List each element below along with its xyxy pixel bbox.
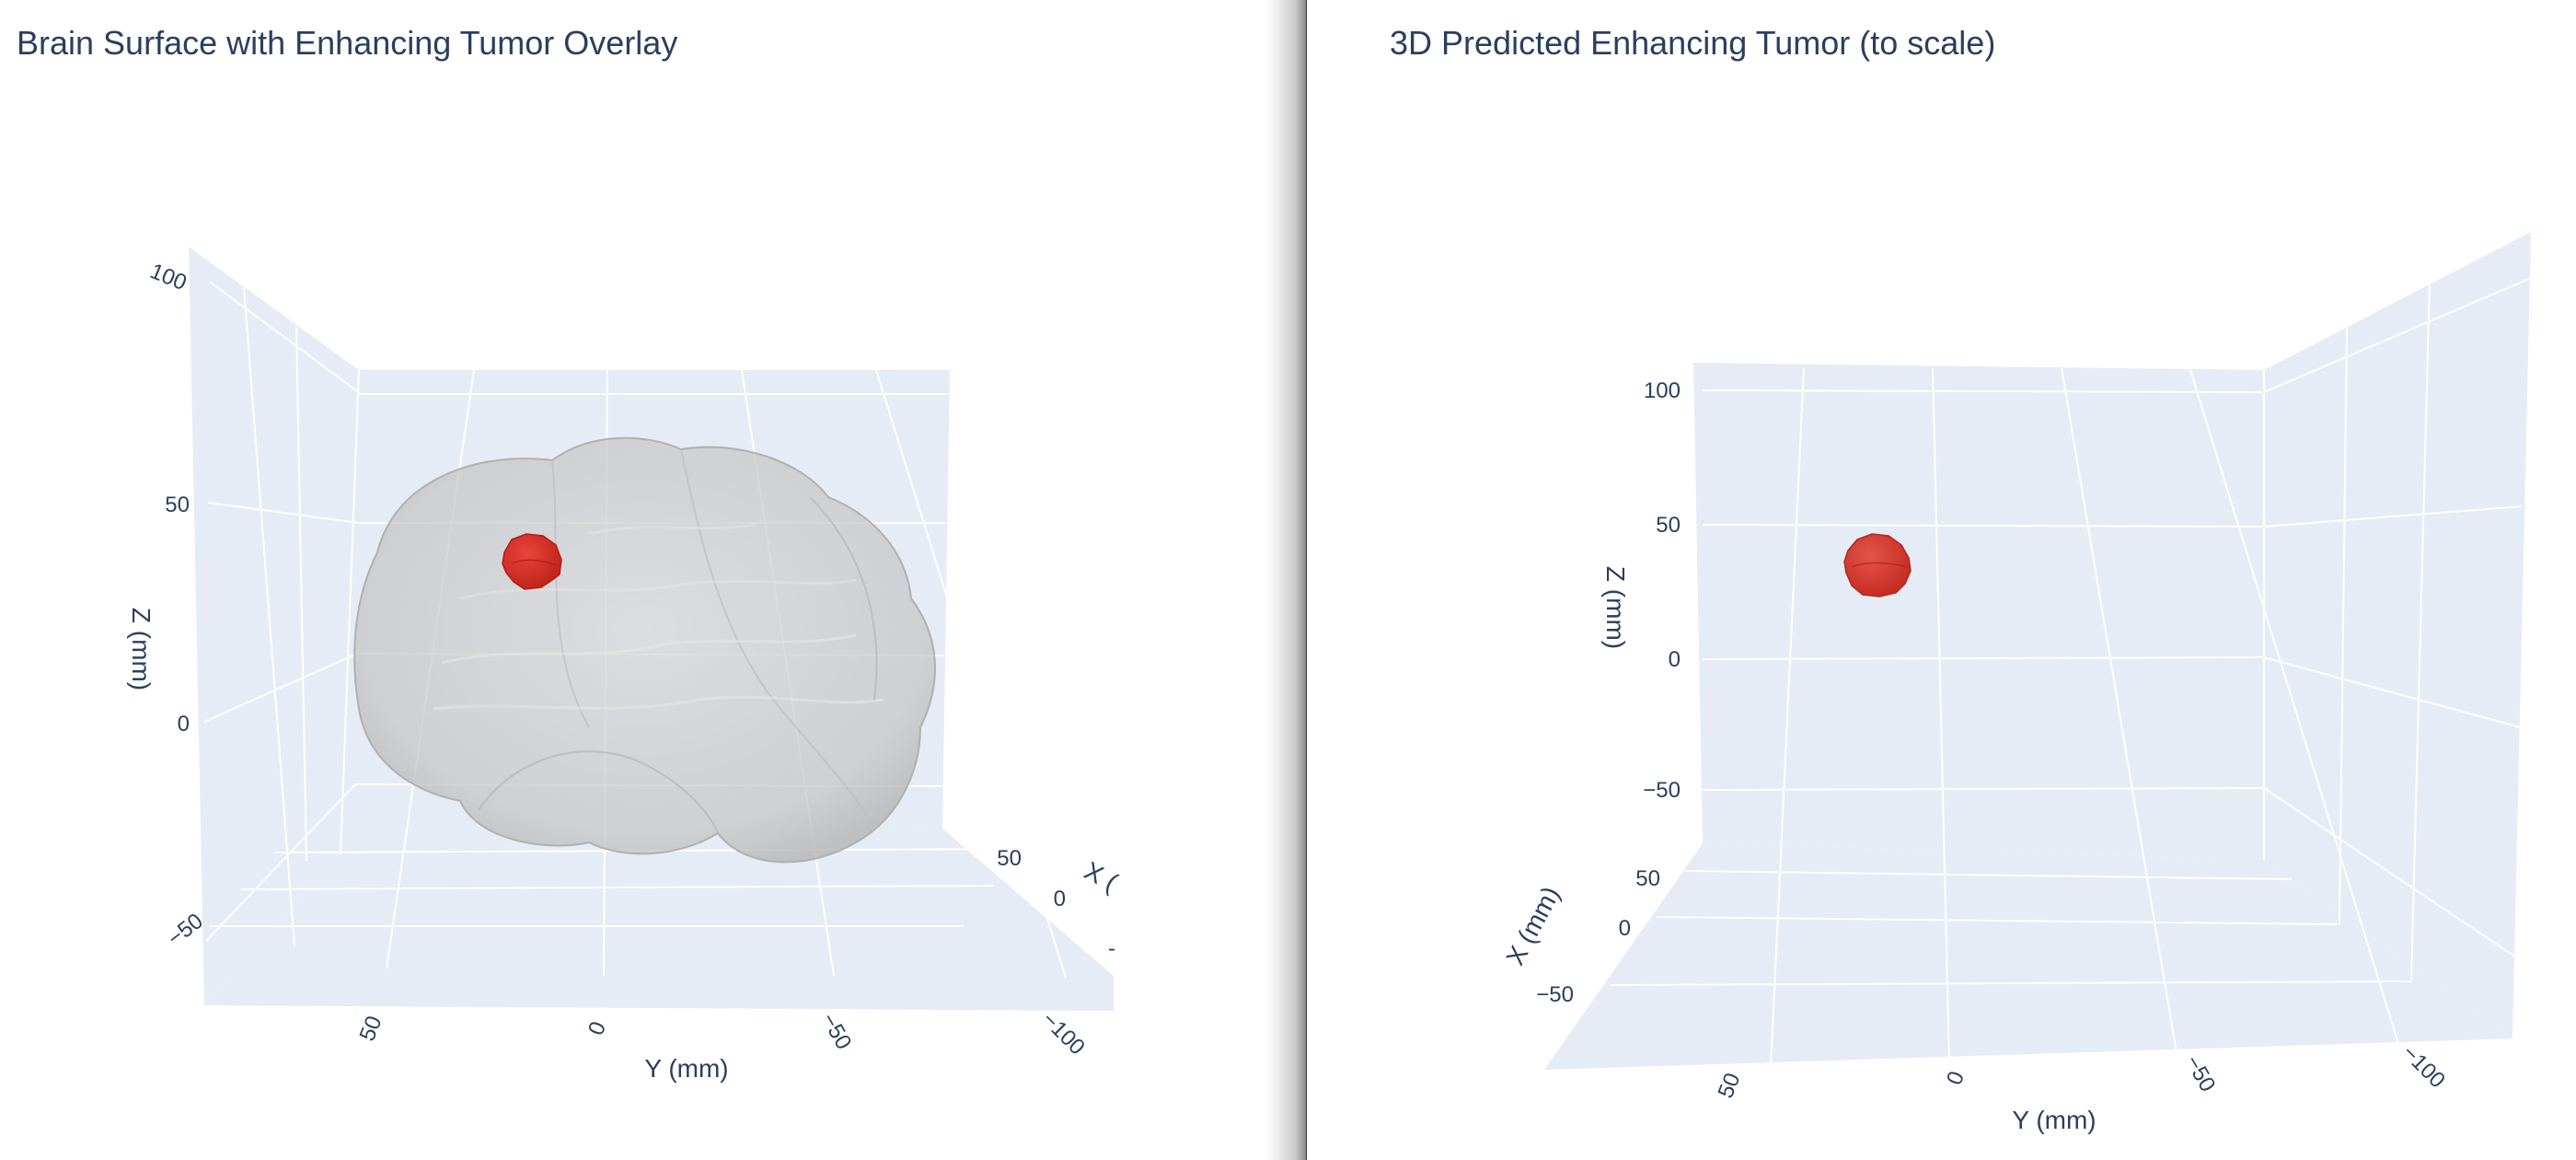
y-tick-label: −50 — [2180, 1051, 2221, 1096]
back-wall-pane — [1693, 363, 2264, 860]
gridline — [1702, 656, 2265, 660]
y-tick-label: −50 — [816, 1009, 857, 1054]
y-tick-label: −100 — [2397, 1040, 2450, 1093]
gridline — [2189, 369, 2401, 1050]
floor-pane — [204, 829, 1114, 1011]
gridline — [1770, 367, 1805, 1069]
gridline — [1702, 787, 2265, 791]
x-tick-label: 50 — [1635, 866, 1660, 891]
x-tick-label: 0 — [1054, 887, 1066, 911]
z-tick-label: −50 — [1643, 778, 1681, 803]
gridline — [2263, 656, 2521, 728]
tumor-mesh — [502, 533, 562, 590]
gridline — [1656, 916, 2339, 925]
right-wall-pane — [2264, 232, 2531, 1038]
chart-title: Brain Surface with Enhancing Tumor Overl… — [17, 24, 678, 62]
gridlines — [1610, 277, 2532, 1069]
tumor-mesh — [1843, 533, 1912, 597]
z-tick-label: 100 — [146, 259, 190, 296]
brain-overlay-panel[interactable]: Brain Surface with Enhancing Tumor Overl… — [0, 0, 1263, 1160]
gridline — [1610, 980, 2412, 986]
z-tick-label: 50 — [165, 493, 190, 517]
x-axis-title: X (mm) — [1500, 882, 1565, 970]
z-tick-label: 100 — [1644, 378, 1681, 403]
gridline — [209, 281, 362, 395]
z-tick-label: 0 — [1669, 647, 1681, 672]
gridline — [340, 369, 360, 855]
gridline — [240, 885, 995, 890]
tumor-panel[interactable]: 3D Predicted Enhancing Tumor (to scale) … — [1307, 0, 2576, 1160]
y-tick-label: 0 — [1942, 1068, 1970, 1089]
chart-title: 3D Predicted Enhancing Tumor (to scale) — [1390, 24, 1996, 62]
gridline — [295, 326, 307, 862]
y-tick-label: 50 — [355, 1013, 387, 1045]
z-tick-label: 50 — [1656, 513, 1681, 538]
gridline — [203, 653, 358, 723]
y-tick-label: −100 — [1037, 1007, 1090, 1060]
gridline — [2339, 325, 2348, 925]
gridline — [2410, 279, 2431, 982]
gridline — [875, 369, 1067, 979]
gridline — [1702, 389, 2265, 393]
y-axis-title: Y (mm) — [2012, 1106, 2096, 1134]
x-tick-label: 0 — [1619, 916, 1631, 941]
panel-divider — [1263, 0, 1307, 1160]
x-tick-label: - — [1108, 936, 1115, 961]
brain-surface-mesh — [353, 436, 936, 864]
gridline — [2263, 787, 2517, 958]
floor-pane — [1544, 843, 2512, 1070]
gridline — [205, 783, 356, 942]
brain-overlay-3d-scene[interactable]: 100 50 0 −50 Z (mm) 50 0 −50 −100 Y (mm)… — [0, 0, 1263, 1160]
gridline — [2263, 505, 2523, 528]
y-tick-label: 50 — [1714, 1070, 1746, 1102]
gridline — [1932, 367, 1950, 1065]
gridline — [1683, 870, 2293, 880]
gridline — [207, 502, 360, 524]
gridline — [2061, 367, 2178, 1060]
y-axis-title: Y (mm) — [644, 1054, 728, 1083]
gridline — [243, 286, 295, 947]
x-tick-label: −50 — [1536, 982, 1574, 1007]
x-axis-title: X ( — [1080, 856, 1123, 897]
z-axis-title: Z (mm) — [1601, 566, 1630, 649]
tumor-3d-scene[interactable]: 100 50 0 −50 Z (mm) 50 0 −50 X (mm) 50 0… — [1307, 0, 2576, 1160]
gridline — [2263, 277, 2532, 393]
y-tick-label: 0 — [583, 1018, 611, 1039]
z-tick-label: −50 — [163, 909, 208, 951]
z-tick-label: 0 — [178, 712, 190, 737]
z-axis-title: Z (mm) — [127, 608, 156, 690]
x-tick-label: 50 — [997, 846, 1022, 871]
